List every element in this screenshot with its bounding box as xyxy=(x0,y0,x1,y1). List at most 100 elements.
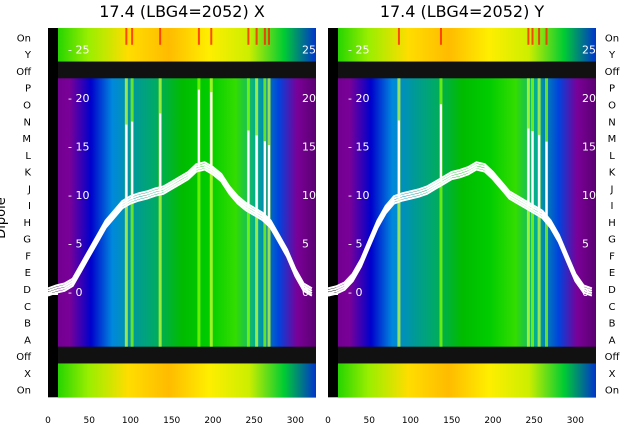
x-tick-label: 50 xyxy=(84,416,96,426)
dipole-label-right: P xyxy=(609,84,615,95)
heatmap-row xyxy=(328,279,596,297)
heatmap-row xyxy=(48,380,316,398)
x-tick-label: 200 xyxy=(204,416,221,426)
dipole-label-right: H xyxy=(608,218,616,229)
x-tick-label: 50 xyxy=(364,416,376,426)
x-tick-label: 0 xyxy=(325,416,331,426)
heatmap-stripe xyxy=(439,28,442,45)
y-tick-label-right: 15 xyxy=(582,141,596,154)
heatmap-row xyxy=(48,44,316,63)
dipole-label-right: J xyxy=(610,184,614,195)
dipole-label-right: M xyxy=(608,134,617,145)
dipole-label: M xyxy=(22,134,31,145)
dipole-label-right: N xyxy=(608,117,615,128)
y-axis-label: Dipole xyxy=(0,197,9,238)
dipole-label: I xyxy=(28,201,31,212)
dipole-label: Off xyxy=(16,67,32,78)
heatmap-row xyxy=(48,61,316,79)
heatmap-row xyxy=(328,212,596,230)
y-tick-label-right: 10 xyxy=(302,189,316,202)
heatmap-stripe xyxy=(526,78,530,347)
y-tick-label: - 5 xyxy=(68,238,82,251)
y-tick-label-right: 25 xyxy=(582,44,596,57)
series-line xyxy=(47,161,313,290)
heatmap-stripe xyxy=(209,78,213,347)
dipole-label: H xyxy=(23,218,31,229)
heatmap-row xyxy=(328,111,596,130)
heatmap-row xyxy=(48,313,316,331)
heatmap-row xyxy=(48,111,316,130)
dipole-label: On xyxy=(17,33,31,44)
dipole-label-right: O xyxy=(608,100,616,111)
heatmap-row xyxy=(328,363,596,381)
heatmap-stripe xyxy=(130,78,134,347)
dipole-label-right: Off xyxy=(605,352,621,363)
heatmap-edge xyxy=(48,28,58,397)
y-tick-label-right: 10 xyxy=(582,189,596,202)
chart-title: 17.4 (LBG4=2052) X xyxy=(99,2,265,21)
heatmap-stripe xyxy=(197,28,200,45)
y-tick-label-right: 20 xyxy=(302,92,316,105)
series-line xyxy=(47,166,313,295)
heatmap-row xyxy=(48,329,316,348)
dipole-label-right: E xyxy=(609,268,615,279)
y-tick-label-right: 15 xyxy=(302,141,316,154)
heatmap-row xyxy=(48,363,316,381)
heatmap-stripe xyxy=(247,28,250,45)
heatmap-row xyxy=(48,296,316,314)
dipole-label-right: Y xyxy=(608,50,616,61)
dipole-label-right: G xyxy=(608,235,616,246)
dipole-label: Off xyxy=(16,352,32,363)
y-tick-label: - 5 xyxy=(348,238,362,251)
x-tick-label: 200 xyxy=(484,416,501,426)
y-tick-label: - 25 xyxy=(348,44,369,57)
dipole-label: J xyxy=(27,184,31,195)
series-line xyxy=(47,163,313,292)
x-tick-label: 150 xyxy=(443,416,460,426)
heatmap-row xyxy=(48,262,316,281)
y-tick-label-right: 5 xyxy=(302,238,309,251)
dipole-label-right: K xyxy=(609,168,616,179)
panel-2: - 0 0 - 5 5 - 10 10 - 15 15 - 20 20 - 25 250 50 100 15… xyxy=(325,2,596,426)
dipole-label: K xyxy=(24,168,31,179)
heatmap-stripe xyxy=(124,78,128,347)
chart-title: 17.4 (LBG4=2052) Y xyxy=(380,2,545,21)
x-tick-label: 300 xyxy=(287,416,304,426)
dipole-label-right: L xyxy=(609,151,615,162)
heatmap-stripe xyxy=(197,78,201,347)
dipole-label: F xyxy=(25,251,31,262)
dipole-label: G xyxy=(23,235,31,246)
y-tick-label-right: 25 xyxy=(302,44,316,57)
dipole-label: X xyxy=(24,369,31,380)
heatmap-row xyxy=(328,380,596,398)
heatmap-stripe xyxy=(267,28,270,45)
dipole-label-right: D xyxy=(608,285,616,296)
x-tick-label: 150 xyxy=(163,416,180,426)
heatmap-stripe xyxy=(538,28,541,45)
x-tick-label: 100 xyxy=(122,416,139,426)
dipole-label-right: B xyxy=(609,319,616,330)
heatmap-row xyxy=(328,296,596,314)
y-tick-label-right: 5 xyxy=(582,238,589,251)
dipole-label-right: On xyxy=(605,386,619,397)
heatmap-row xyxy=(48,279,316,297)
heatmap-row xyxy=(328,329,596,348)
y-tick-label: - 10 xyxy=(348,189,369,202)
heatmap-stripe xyxy=(527,28,530,45)
dipole-label: N xyxy=(24,117,31,128)
dipole-label-right: Off xyxy=(605,67,621,78)
heatmap-stripe xyxy=(158,78,162,347)
y-tick-label-right: 20 xyxy=(582,92,596,105)
heatmap-stripe xyxy=(397,28,400,45)
panel-1: - 0 0 - 5 5 - 10 10 - 15 15 - 20 20 - 25 250 50 100 15… xyxy=(45,2,316,426)
dipole-label: E xyxy=(25,268,31,279)
dipole-label: A xyxy=(24,335,31,346)
heatmap-stripe xyxy=(537,78,541,347)
heatmap-row xyxy=(328,44,596,63)
heatmap-stripe xyxy=(397,78,401,347)
heatmap-stripe xyxy=(263,28,266,45)
y-tick-label: - 25 xyxy=(68,44,89,57)
dipole-label-right: On xyxy=(605,33,619,44)
heatmap-stripe xyxy=(531,28,534,45)
